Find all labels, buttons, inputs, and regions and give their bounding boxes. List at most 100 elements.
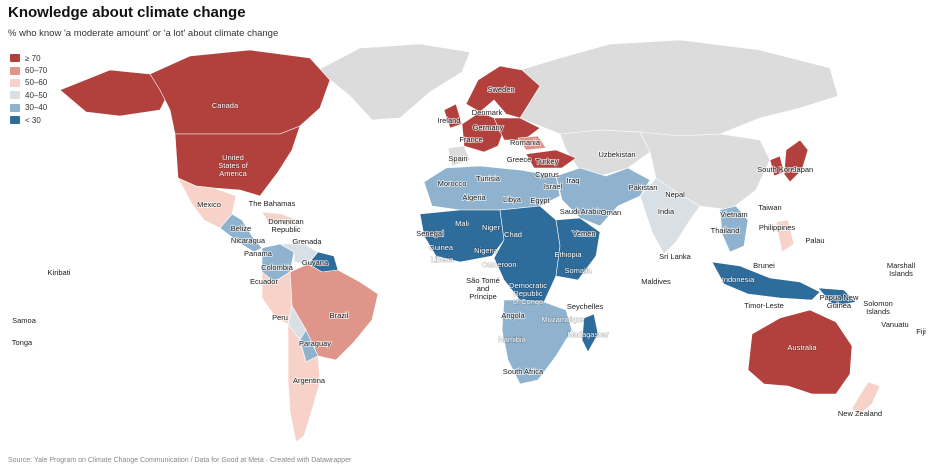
country-label: Mexico	[197, 200, 221, 209]
country-label: Nigeria	[474, 246, 499, 255]
country-label: Thailand	[711, 226, 740, 235]
legend-label: 40–50	[25, 90, 48, 100]
legend-label: 30–40	[25, 103, 48, 113]
country-label: Ecuador	[250, 277, 278, 286]
region-south-africa[interactable]	[501, 299, 573, 385]
country-label: Solomon Islands	[863, 299, 893, 316]
region-north-africa[interactable]	[423, 165, 561, 211]
map-title: Knowledge about climate change	[8, 4, 246, 21]
country-label: Israel	[544, 182, 563, 191]
country-label: Colombia	[261, 263, 294, 272]
country-label: Guinea	[429, 243, 454, 252]
country-label: Egypt	[530, 196, 550, 205]
legend-swatch	[10, 66, 20, 75]
country-label: São Tomé and Príncipe	[466, 276, 500, 301]
country-label: Canada	[212, 101, 239, 110]
country-label: Philippines	[759, 223, 796, 232]
country-label: Turkey	[536, 157, 559, 166]
country-label: Papua New Guinea	[820, 293, 859, 310]
country-label: Seychelles	[567, 302, 604, 311]
legend-swatch	[10, 91, 20, 100]
legend-item: ≥ 70	[10, 52, 47, 64]
region-japan[interactable]	[783, 139, 809, 183]
map-subtitle: % who know 'a moderate amount' or 'a lot…	[8, 28, 279, 39]
country-label: Romania	[510, 138, 541, 147]
country-label: Niger	[482, 223, 500, 232]
country-label: Nicaragua	[231, 236, 266, 245]
region-canada[interactable]	[149, 49, 331, 135]
country-label: Timor-Leste	[744, 301, 784, 310]
country-label: The Bahamas	[249, 199, 296, 208]
region-india[interactable]	[639, 177, 701, 255]
region-indonesia[interactable]	[711, 261, 821, 301]
legend-swatch	[10, 103, 20, 112]
legend-label: < 30	[25, 115, 41, 125]
country-label: Liberia	[431, 255, 454, 264]
country-label: Morocco	[438, 179, 467, 188]
country-label: Australia	[787, 343, 817, 352]
country-label: Democratic Republic of Congo	[509, 281, 547, 306]
region-china[interactable]	[639, 131, 771, 211]
country-label: Uzbekistan	[598, 150, 635, 159]
country-label: Tunisia	[476, 174, 501, 183]
country-label: Palau	[805, 236, 824, 245]
region-central-america[interactable]	[219, 213, 263, 253]
legend: ≥ 70 60–70 50–60 40–50 30–40 < 30	[10, 52, 47, 126]
country-label: Kiribati	[48, 268, 71, 277]
legend-item: 40–50	[10, 89, 47, 101]
country-label: Somalia	[564, 266, 592, 275]
country-label: Paraguay	[299, 339, 331, 348]
region-new-zealand[interactable]	[851, 381, 881, 417]
country-label: Nepal	[665, 190, 685, 199]
legend-item: 30–40	[10, 102, 47, 114]
country-label: France	[459, 135, 482, 144]
country-label: Libya	[503, 195, 522, 204]
country-label: Cameroon	[481, 260, 516, 269]
legend-swatch	[10, 116, 20, 125]
country-label: Sri Lanka	[659, 252, 692, 261]
region-png[interactable]	[817, 287, 857, 307]
country-label: Ireland	[438, 116, 461, 125]
country-label: Yemen	[572, 229, 595, 238]
country-label: Namibia	[498, 335, 526, 344]
region-philippines[interactable]	[775, 219, 795, 253]
legend-item: 60–70	[10, 64, 47, 76]
country-label: Sweden	[487, 85, 514, 94]
region-caribbean[interactable]	[261, 211, 297, 227]
legend-item: < 30	[10, 114, 47, 126]
country-label: Brunei	[753, 261, 775, 270]
region-australia[interactable]	[747, 309, 853, 395]
region-romania[interactable]	[517, 135, 547, 151]
country-label: Mozambique	[542, 315, 585, 324]
country-label: Brazil	[330, 311, 349, 320]
country-label: Spain	[448, 154, 467, 163]
region-east-africa[interactable]	[555, 217, 601, 281]
region-spain[interactable]	[447, 145, 471, 167]
region-greenland[interactable]	[317, 43, 471, 121]
country-label: Saudi Arabia	[560, 207, 603, 216]
country-label: Peru	[272, 313, 288, 322]
region-russia[interactable]	[519, 39, 839, 137]
country-label: Vietnam	[720, 210, 747, 219]
region-scandinavia[interactable]	[465, 65, 541, 119]
region-argentina[interactable]	[287, 323, 321, 443]
country-label: Argentina	[293, 376, 326, 385]
region-turkey[interactable]	[525, 149, 577, 169]
country-label: Greece	[507, 155, 532, 164]
region-se-asia[interactable]	[719, 205, 749, 253]
legend-swatch	[10, 78, 20, 87]
region-madagascar[interactable]	[581, 313, 599, 353]
country-label: Iraq	[567, 176, 580, 185]
country-label: Mali	[455, 219, 469, 228]
country-label: Oman	[601, 208, 621, 217]
country-label: Guyana	[302, 258, 329, 267]
country-label: Belize	[231, 224, 251, 233]
region-west-europe[interactable]	[461, 111, 505, 153]
country-label: Ethiopia	[554, 250, 582, 259]
country-label: India	[658, 207, 675, 216]
region-west-africa[interactable]	[419, 209, 505, 263]
legend-label: 50–60	[25, 78, 48, 88]
country-label: Vanuatu	[881, 320, 908, 329]
country-label: New Zealand	[838, 409, 882, 418]
region-east-europe[interactable]	[493, 117, 541, 141]
